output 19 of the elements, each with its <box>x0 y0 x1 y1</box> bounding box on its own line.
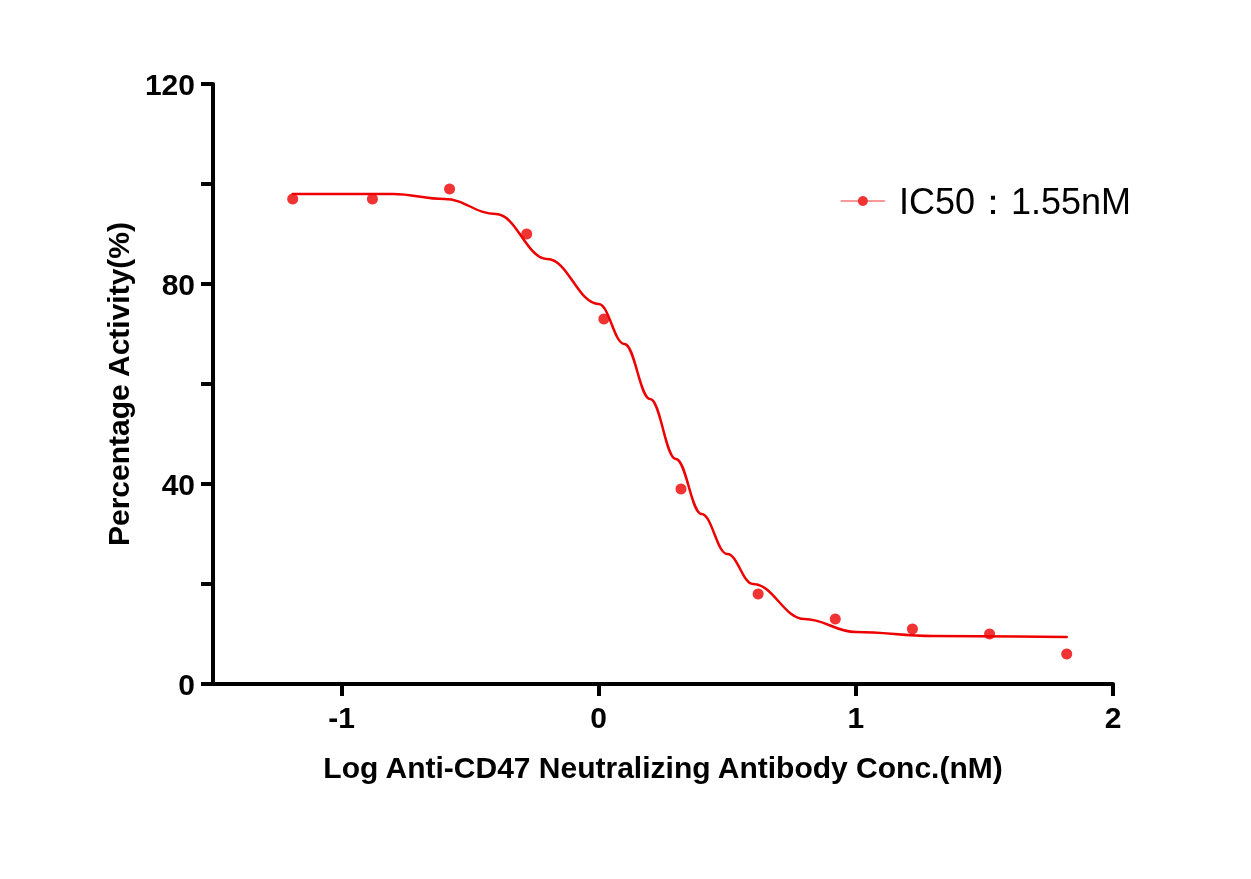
point <box>675 483 687 495</box>
legend-label: IC50：1.55nM <box>898 180 1132 222</box>
point <box>1061 648 1073 660</box>
y-axis-title: Percentage Activity(%) <box>101 222 135 546</box>
x-tick-label: 0 <box>590 700 608 734</box>
point <box>829 613 841 625</box>
x-tick-label: 1 <box>847 700 865 734</box>
x-tick-label: -1 <box>328 700 355 734</box>
y-tick-label: 0 <box>178 667 195 701</box>
x-tick-label: 2 <box>1104 700 1122 734</box>
point <box>444 183 456 195</box>
point <box>906 623 918 635</box>
y-tick-label: 120 <box>144 67 195 101</box>
point <box>521 228 533 240</box>
point <box>287 193 299 205</box>
x-axis-title: Log Anti-CD47 Neutralizing Antibody Conc.(nM) <box>323 750 1003 784</box>
y-tick-label: 40 <box>161 467 195 501</box>
point <box>752 588 764 600</box>
y-tick-label: 80 <box>161 267 195 301</box>
